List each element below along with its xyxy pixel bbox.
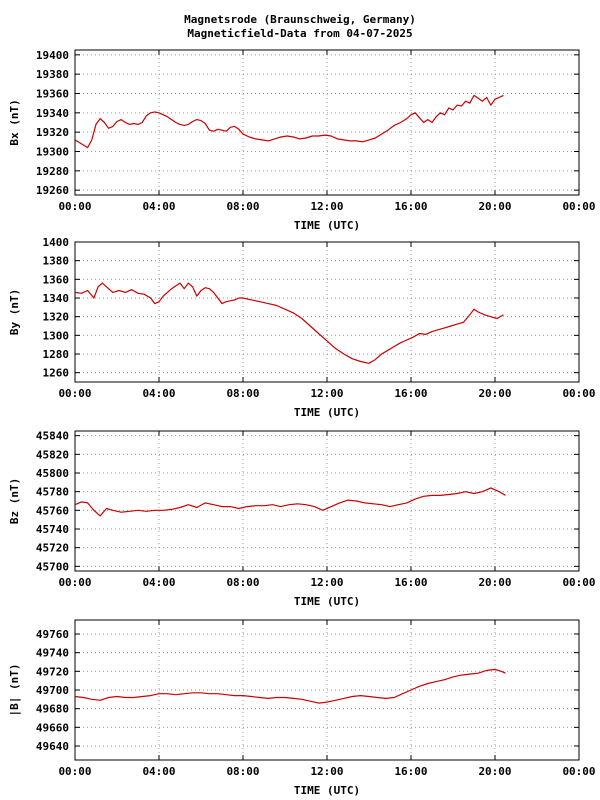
bz-x-tick-label: 16:00 (394, 576, 427, 589)
bx-x-tick-label: 00:00 (562, 200, 595, 213)
bx-x-tick-label: 04:00 (142, 200, 175, 213)
b-total-series-line (74, 668, 506, 704)
b-total-y-tick-label: 49640 (36, 740, 69, 753)
b-total-x-axis-label: TIME (UTC) (294, 784, 360, 797)
by-series-line (74, 282, 504, 364)
bx-y-tick-label: 19300 (36, 146, 69, 159)
bx-x-tick-label: 12:00 (310, 200, 343, 213)
b-total-plot-frame (74, 619, 580, 761)
b-total-y-axis-label: |B| (nT) (8, 664, 21, 717)
bx-series-line (74, 94, 504, 149)
bz-y-tick-label: 45780 (36, 486, 69, 499)
by-y-tick-label: 1260 (43, 367, 70, 380)
b-total-x-tick-label: 00:00 (58, 765, 91, 778)
b-total-y-tick-label: 49700 (36, 684, 69, 697)
by-y-tick-label: 1340 (43, 292, 70, 305)
b-total-y-tick-label: 49680 (36, 703, 69, 716)
bz-x-axis-label: TIME (UTC) (294, 595, 360, 608)
bz-x-tick-label: 20:00 (478, 576, 511, 589)
bz-y-tick-label: 45840 (36, 430, 69, 443)
bx-y-tick-label: 19380 (36, 68, 69, 81)
b-total-x-tick-label: 20:00 (478, 765, 511, 778)
by-y-tick-label: 1360 (43, 273, 70, 286)
b-total-x-tick-label: 08:00 (226, 765, 259, 778)
bz-y-tick-label: 45700 (36, 560, 69, 573)
b-total-panel: 00:00 04:00 08:00 12:00 16:00 20:00 00:00 49640… (8, 619, 596, 797)
by-x-tick-label: 16:00 (394, 387, 427, 400)
by-x-tick-label: 20:00 (478, 387, 511, 400)
bz-x-tick-label: 04:00 (142, 576, 175, 589)
by-y-tick-label: 1400 (43, 236, 70, 249)
bx-y-tick-label: 19280 (36, 165, 69, 178)
bx-y-axis-label: Bx (nT) (8, 99, 21, 145)
by-x-tick-label: 08:00 (226, 387, 259, 400)
bx-x-tick-label: 08:00 (226, 200, 259, 213)
by-x-tick-label: 12:00 (310, 387, 343, 400)
by-x-tick-label: 00:00 (58, 387, 91, 400)
bz-panel: 00:00 04:00 08:00 12:00 16:00 20:00 00:00 45700… (8, 430, 596, 608)
bx-panel: 00:00 04:00 08:00 12:00 16:00 20:00 00:00 19260… (8, 49, 596, 232)
bx-y-tick-label: 19360 (36, 88, 69, 101)
b-total-y-tick-label: 49660 (36, 721, 69, 734)
b-total-y-tick-label: 49720 (36, 665, 69, 678)
b-total-x-tick-label: 12:00 (310, 765, 343, 778)
bx-x-axis-label: TIME (UTC) (294, 219, 360, 232)
bx-x-tick-label: 16:00 (394, 200, 427, 213)
bx-plot-frame (74, 49, 580, 196)
bz-x-tick-label: 08:00 (226, 576, 259, 589)
by-plot-frame (74, 241, 580, 383)
bz-x-tick-label: 12:00 (310, 576, 343, 589)
bz-y-axis-label: Bz (nT) (8, 478, 21, 524)
by-x-tick-label: 04:00 (142, 387, 175, 400)
b-total-x-tick-label: 00:00 (562, 765, 595, 778)
by-panel: 00:00 04:00 08:00 12:00 16:00 20:00 00:00 1260 1… (8, 236, 596, 419)
bx-y-tick-label: 19340 (36, 107, 69, 120)
by-y-tick-label: 1300 (43, 329, 70, 342)
bz-y-tick-label: 45740 (36, 523, 69, 536)
by-y-tick-label: 1380 (43, 255, 70, 268)
b-total-x-tick-label: 16:00 (394, 765, 427, 778)
chart-title-line-1: Magnetsrode (Braunschweig, Germany) (184, 13, 416, 26)
b-total-y-tick-label: 49760 (36, 628, 69, 641)
by-x-axis-label: TIME (UTC) (294, 406, 360, 419)
by-y-axis-label: By (nT) (8, 289, 21, 335)
by-y-tick-label: 1320 (43, 311, 70, 324)
bx-y-tick-label: 19260 (36, 184, 69, 197)
bz-x-tick-label: 00:00 (58, 576, 91, 589)
bx-x-tick-label: 00:00 (58, 200, 91, 213)
bz-y-tick-label: 45820 (36, 448, 69, 461)
bx-x-tick-label: 20:00 (478, 200, 511, 213)
b-total-y-tick-label: 49740 (36, 647, 69, 660)
bz-y-tick-label: 45800 (36, 467, 69, 480)
b-total-x-tick-label: 04:00 (142, 765, 175, 778)
by-y-tick-label: 1280 (43, 348, 70, 361)
bz-plot-frame (74, 430, 580, 572)
bx-y-tick-label: 19400 (36, 49, 69, 62)
bz-series-line (74, 487, 506, 517)
bz-y-tick-label: 45720 (36, 542, 69, 555)
chart-title-line-2: Magneticfield-Data from 04-07-2025 (187, 27, 413, 40)
by-x-tick-label: 00:00 (562, 387, 595, 400)
bz-y-tick-label: 45760 (36, 504, 69, 517)
bx-y-tick-label: 19320 (36, 126, 69, 139)
bz-x-tick-label: 00:00 (562, 576, 595, 589)
